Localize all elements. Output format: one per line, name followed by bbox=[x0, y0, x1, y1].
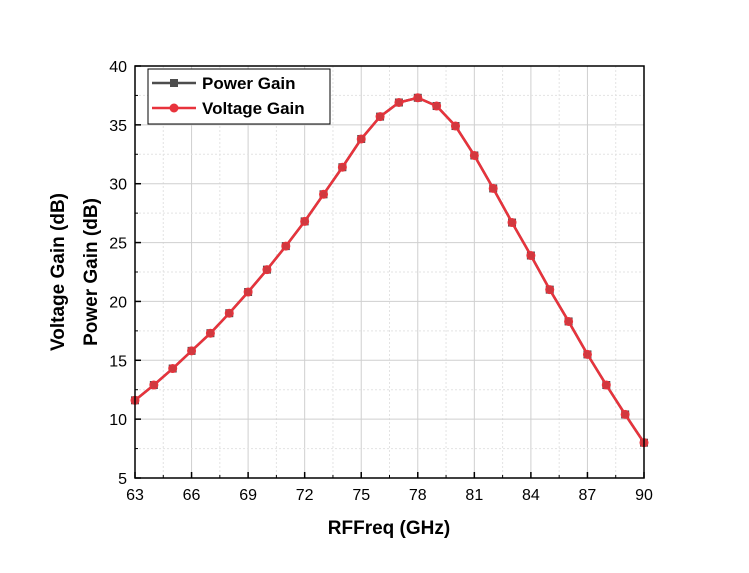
legend-label-power-gain: Power Gain bbox=[202, 74, 296, 93]
x-tick-label: 84 bbox=[522, 487, 540, 504]
point-overlay-voltage-gain bbox=[509, 219, 516, 226]
legend-box bbox=[147, 68, 331, 125]
point-overlay-voltage-gain bbox=[565, 318, 572, 325]
legend-label-voltage-gain: Voltage Gain bbox=[202, 99, 305, 118]
x-tick-label: 90 bbox=[635, 487, 653, 504]
y-axis-title-voltage: Voltage Gain (dB) bbox=[48, 193, 69, 351]
point-overlay-voltage-gain bbox=[622, 411, 629, 418]
x-tick-label: 69 bbox=[239, 487, 257, 504]
point-overlay-voltage-gain bbox=[282, 243, 289, 250]
point-overlay-voltage-gain bbox=[433, 103, 440, 110]
x-tick-label: 63 bbox=[126, 487, 144, 504]
x-tick-label: 78 bbox=[409, 487, 427, 504]
point-overlay-voltage-gain bbox=[301, 218, 308, 225]
point-overlay-voltage-gain bbox=[207, 330, 214, 337]
x-tick-label: 81 bbox=[465, 487, 483, 504]
legend: Power Gain Voltage Gain bbox=[147, 68, 331, 125]
y-tick-label: 25 bbox=[109, 236, 127, 253]
y-tick-label: 20 bbox=[109, 294, 127, 311]
series-line-voltage-gain bbox=[134, 96, 646, 444]
y-tick-label: 15 bbox=[109, 353, 127, 370]
point-overlay-voltage-gain bbox=[490, 185, 497, 192]
point-overlay-voltage-gain bbox=[584, 351, 591, 358]
point-overlay-voltage-gain bbox=[188, 347, 195, 354]
y-tick-label: 5 bbox=[118, 471, 127, 488]
point-overlay-voltage-gain bbox=[527, 252, 534, 259]
legend-marker-power-gain bbox=[170, 79, 178, 87]
point-overlay-voltage-gain bbox=[358, 135, 365, 142]
y-tick-label: 30 bbox=[109, 177, 127, 194]
point-overlay-voltage-gain bbox=[169, 365, 176, 372]
legend-marker-voltage-gain bbox=[169, 103, 179, 113]
legend-item-power-gain: Power Gain bbox=[152, 74, 296, 93]
ticks: 63 66 69 72 75 78 81 84 87 90 5 10 15 20 25 30 35 40 bbox=[109, 59, 653, 504]
point-overlay-voltage-gain bbox=[395, 99, 402, 106]
y-tick-label: 35 bbox=[109, 118, 127, 135]
grid bbox=[135, 66, 644, 478]
x-tick-label: 87 bbox=[579, 487, 597, 504]
x-tick-label: 66 bbox=[183, 487, 201, 504]
point-overlay-voltage-gain bbox=[226, 310, 233, 317]
point-overlay-voltage-gain bbox=[150, 382, 157, 389]
legend-item-voltage-gain: Voltage Gain bbox=[152, 99, 305, 118]
x-axis-title: RFFreq (GHz) bbox=[328, 518, 450, 539]
point-overlay-voltage-gain bbox=[263, 266, 270, 273]
x-tick-label: 75 bbox=[352, 487, 370, 504]
point-overlay-voltage-gain bbox=[603, 382, 610, 389]
point-overlay-voltage-gain bbox=[471, 152, 478, 159]
point-overlay-voltage-gain bbox=[245, 289, 252, 296]
y-axis-title-power: Power Gain (dB) bbox=[81, 198, 102, 346]
point-overlay-voltage-gain bbox=[377, 113, 384, 120]
point-overlay-voltage-gain bbox=[452, 123, 459, 130]
y-tick-label: 40 bbox=[109, 59, 127, 76]
point-overlay-voltage-gain bbox=[546, 286, 553, 293]
x-tick-label: 72 bbox=[296, 487, 314, 504]
y-tick-label: 10 bbox=[109, 412, 127, 429]
point-overlay-voltage-gain bbox=[320, 191, 327, 198]
point-overlay-voltage-gain bbox=[414, 94, 421, 101]
point-overlay-voltage-gain bbox=[339, 164, 346, 171]
